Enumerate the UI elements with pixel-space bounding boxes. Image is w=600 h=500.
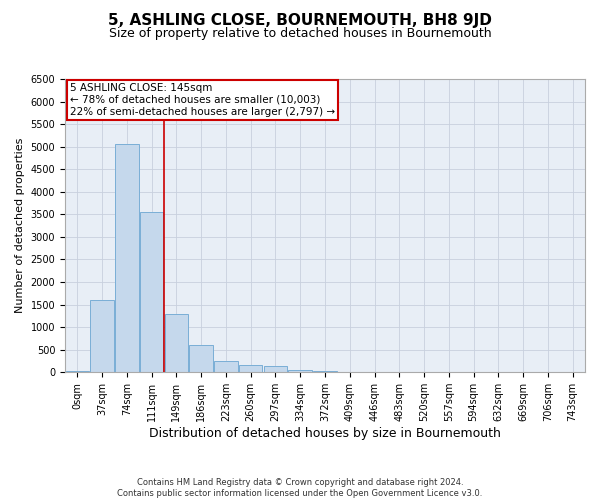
- Text: Contains HM Land Registry data © Crown copyright and database right 2024.
Contai: Contains HM Land Registry data © Crown c…: [118, 478, 482, 498]
- Bar: [115, 144, 139, 372]
- Bar: [190, 345, 213, 372]
- Text: 5 ASHLING CLOSE: 145sqm
← 78% of detached houses are smaller (10,003)
22% of sem: 5 ASHLING CLOSE: 145sqm ← 78% of detache…: [70, 84, 335, 116]
- X-axis label: Distribution of detached houses by size in Bournemouth: Distribution of detached houses by size …: [149, 427, 501, 440]
- Bar: [214, 361, 238, 372]
- Bar: [140, 212, 163, 372]
- Bar: [289, 370, 312, 372]
- Bar: [239, 365, 262, 372]
- Bar: [164, 314, 188, 372]
- Y-axis label: Number of detached properties: Number of detached properties: [15, 138, 25, 314]
- Text: Size of property relative to detached houses in Bournemouth: Size of property relative to detached ho…: [109, 28, 491, 40]
- Bar: [264, 366, 287, 372]
- Bar: [91, 300, 114, 372]
- Text: 5, ASHLING CLOSE, BOURNEMOUTH, BH8 9JD: 5, ASHLING CLOSE, BOURNEMOUTH, BH8 9JD: [108, 12, 492, 28]
- Bar: [65, 371, 89, 372]
- Bar: [313, 371, 337, 372]
